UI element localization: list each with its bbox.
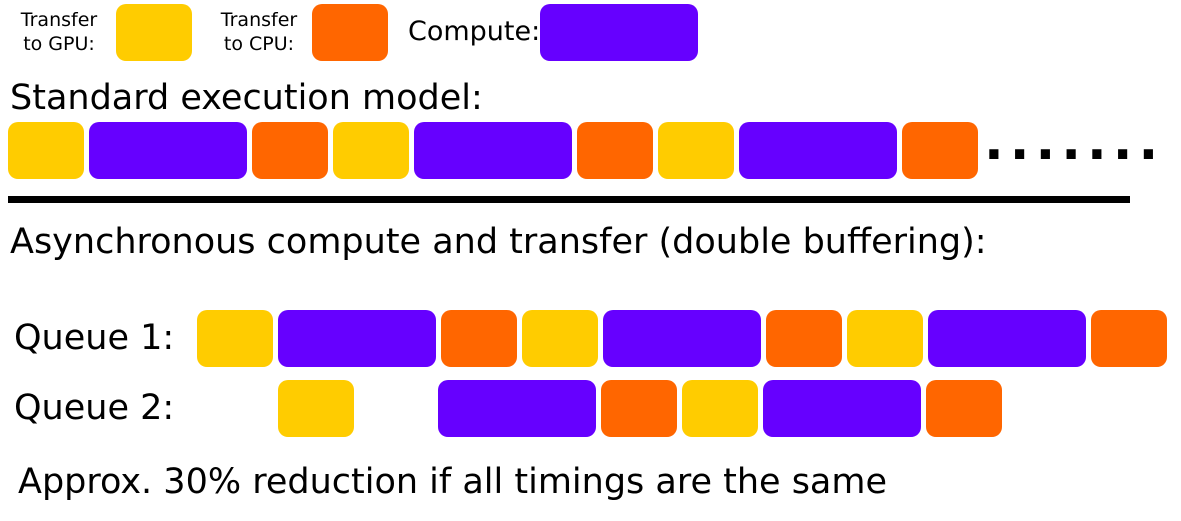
queue1-label: Queue 1: <box>14 318 175 358</box>
standard-compute-block <box>739 122 897 179</box>
queue1-transfer-to-cpu-block <box>1091 310 1167 367</box>
legend-compute-swatch <box>540 4 698 61</box>
queue2-transfer-to-gpu-block <box>278 380 354 437</box>
queue2-transfer-to-cpu-block <box>926 380 1002 437</box>
legend-cpu-line2: to CPU: <box>223 33 295 55</box>
queue2-compute-block <box>763 380 921 437</box>
queue1-transfer-to-gpu-block <box>197 310 273 367</box>
standard-transfer-to-gpu-block <box>8 122 84 179</box>
queue2-compute-block <box>438 380 596 437</box>
queue2-transfer-to-cpu-block <box>601 380 677 437</box>
queue1-transfer-to-cpu-block <box>766 310 842 367</box>
queue1-transfer-to-gpu-block <box>522 310 598 367</box>
async-heading: Asynchronous compute and transfer (doubl… <box>10 222 987 262</box>
legend-cpu-line1: Transfer <box>220 9 298 31</box>
legend-gpu-line1: Transfer <box>20 9 98 31</box>
continuation-dots: ....... <box>984 112 1165 172</box>
standard-heading: Standard execution model: <box>10 78 483 118</box>
queue1-compute-block <box>278 310 436 367</box>
queue1-transfer-to-gpu-block <box>847 310 923 367</box>
standard-transfer-to-gpu-block <box>333 122 409 179</box>
section-divider <box>8 196 1130 203</box>
legend-gpu-line2: to GPU: <box>23 33 95 55</box>
legend-compute-label: Compute: <box>408 16 541 47</box>
legend-transfer-to-cpu-swatch <box>312 4 388 61</box>
queue1-compute-block <box>603 310 761 367</box>
standard-compute-block <box>414 122 572 179</box>
standard-transfer-to-cpu-block <box>252 122 328 179</box>
queue1-compute-block <box>928 310 1086 367</box>
standard-transfer-to-gpu-block <box>658 122 734 179</box>
standard-transfer-to-cpu-block <box>902 122 978 179</box>
standard-transfer-to-cpu-block <box>577 122 653 179</box>
legend-transfer-to-cpu-label: Transfer to CPU: <box>208 8 310 56</box>
legend-transfer-to-gpu-swatch <box>116 4 192 61</box>
standard-compute-block <box>89 122 247 179</box>
footer-note: Approx. 30% reduction if all timings are… <box>18 462 888 502</box>
queue2-label: Queue 2: <box>14 388 175 428</box>
legend-transfer-to-gpu-label: Transfer to GPU: <box>8 8 110 56</box>
queue2-transfer-to-gpu-block <box>682 380 758 437</box>
queue1-transfer-to-cpu-block <box>441 310 517 367</box>
